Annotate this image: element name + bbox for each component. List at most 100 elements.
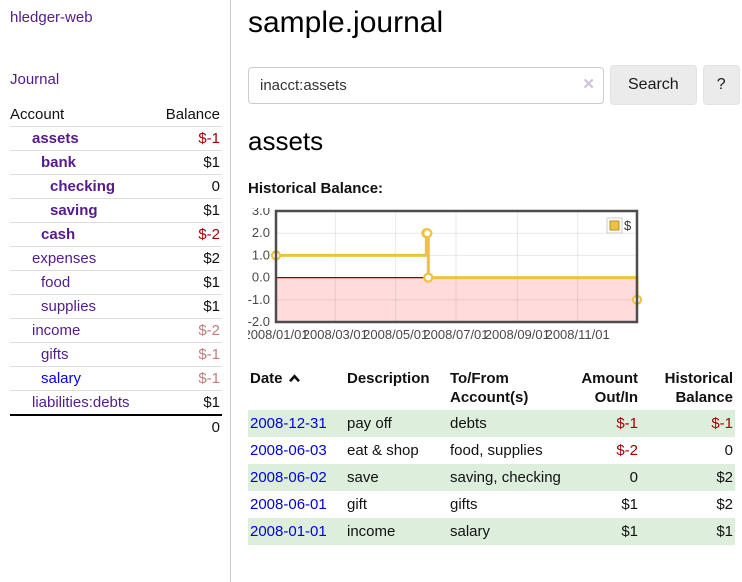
description-column-header: Description: [347, 370, 430, 387]
amount-column-header: Amount Out/In: [581, 370, 638, 406]
account-link-income[interactable]: income: [32, 322, 81, 339]
account-balance: $-1: [154, 366, 222, 391]
accounts-table-header: Account Balance: [10, 103, 222, 127]
search-help-button[interactable]: ?: [702, 65, 740, 105]
account-balance: $-2: [154, 318, 222, 343]
search-input-wrap: ✕: [248, 66, 604, 104]
search-button[interactable]: Search: [610, 65, 697, 105]
account-balance: $2: [154, 246, 222, 271]
account-row: cash $-2: [10, 222, 222, 247]
transaction-balance: $1: [716, 523, 733, 540]
svg-text:3.0: 3.0: [252, 208, 270, 218]
date-header-label: Date: [250, 370, 283, 387]
chart-canvas: 3.0 2.0 1.0 0.0 -1.0 -2.02008/01/012008/03/01…: [243, 203, 643, 342]
svg-text:-2.0: -2.0: [248, 314, 270, 329]
total-spacer: [10, 414, 155, 439]
transaction-balance: $2: [716, 469, 733, 486]
app-title-link[interactable]: hledger-web: [10, 9, 93, 26]
transaction-amount: $1: [621, 496, 638, 513]
account-column-header: To/From Account(s): [450, 370, 529, 406]
accounts-total-row: 0: [10, 414, 222, 439]
register-row: 2008-12-31 pay off debts $-1 $-1: [248, 410, 735, 437]
search-form: ✕ Search ?: [248, 65, 740, 105]
account-column-header: Account: [10, 103, 155, 127]
transaction-description: eat & shop: [347, 442, 419, 459]
account-heading: assets: [248, 126, 324, 156]
search-input[interactable]: [248, 66, 604, 104]
chart-label: Historical Balance:: [248, 180, 384, 197]
transaction-amount: 0: [629, 469, 638, 486]
svg-text:2008/11/01: 2008/11/01: [546, 327, 610, 342]
transaction-date-link[interactable]: 2008-12-31: [250, 415, 327, 432]
journal-link[interactable]: Journal: [10, 71, 60, 88]
account-link-expenses[interactable]: expenses: [32, 250, 97, 267]
transaction-date-link[interactable]: 2008-06-01: [250, 496, 327, 513]
account-link-checking[interactable]: checking: [50, 178, 116, 195]
account-row: checking 0: [10, 174, 222, 199]
account-link-bank[interactable]: bank: [41, 154, 77, 171]
svg-text:1.0: 1.0: [252, 247, 270, 262]
transaction-accounts: salary: [450, 523, 491, 540]
account-balance: $-1: [154, 126, 222, 151]
register-row: 2008-01-01 income salary $1 $1: [248, 518, 735, 545]
svg-text:-1.0: -1.0: [248, 292, 270, 307]
main-content: sample.journal ✕ Search ? assets Histori…: [231, 0, 742, 582]
register-row: 2008-06-03 eat & shop food, supplies $-2 0: [248, 437, 735, 464]
transaction-accounts: saving, checking: [450, 469, 561, 486]
svg-text:2008/05/01: 2008/05/01: [363, 327, 428, 342]
clear-search-icon[interactable]: ✕: [582, 75, 595, 93]
account-link-supplies[interactable]: supplies: [41, 298, 97, 315]
svg-text:0.0: 0.0: [252, 270, 270, 285]
svg-text:2008/09/01: 2008/09/01: [485, 327, 550, 342]
accounts-total-balance: 0: [154, 414, 222, 439]
account-link-cash[interactable]: cash: [41, 226, 76, 243]
svg-text:2.0: 2.0: [252, 225, 270, 240]
accounts-table: Account Balance assets $-1 bank $1 checking 0…: [10, 103, 222, 439]
register-rows: 2008-12-31 pay off debts $-1 $-1 2008-06-03 ea…: [248, 410, 735, 545]
transaction-description: pay off: [347, 415, 392, 432]
transaction-date-link[interactable]: 2008-06-02: [250, 469, 327, 486]
transaction-accounts: food, supplies: [450, 442, 543, 459]
transaction-amount: $-2: [616, 442, 638, 459]
historical-balance-chart: 3.0 2.0 1.0 0.0 -1.0 -2.0 2008/01/01 2008/03/01…: [243, 203, 740, 350]
account-row: income $-2: [10, 318, 222, 343]
transaction-description: income: [347, 523, 396, 540]
transaction-balance: 0: [724, 442, 733, 459]
account-row: assets $-1: [10, 126, 222, 151]
journal-nav: Journal: [10, 71, 222, 89]
svg-text:2008/07/01: 2008/07/01: [423, 327, 488, 342]
account-balance: 0: [154, 174, 222, 199]
account-row: expenses $2: [10, 246, 222, 271]
balance-column-header: Balance: [154, 103, 222, 127]
transaction-date-link[interactable]: 2008-06-03: [250, 442, 327, 459]
page-title: sample.journal: [248, 6, 444, 39]
register-row: 2008-06-02 save saving, checking 0 $2: [248, 464, 735, 491]
transaction-description: gift: [347, 496, 368, 513]
svg-text:2008/01/01: 2008/01/01: [248, 327, 309, 342]
register-table: Date Description To/From Account(s) Amou…: [248, 366, 735, 545]
account-link-assets[interactable]: assets: [32, 130, 79, 147]
transaction-amount: $1: [621, 523, 638, 540]
account-row: liabilities:debts $1: [10, 390, 222, 416]
accounts-rows: assets $-1 bank $1 checking 0 saving $1 cash $-2 e…: [10, 126, 222, 416]
account-link-gifts[interactable]: gifts: [41, 346, 69, 363]
account-link-saving[interactable]: saving: [50, 202, 98, 219]
account-link-food[interactable]: food: [41, 274, 71, 291]
transaction-description: save: [347, 469, 379, 486]
register-row: 2008-06-01 gift gifts $1 $2: [248, 491, 735, 518]
account-row: gifts $-1: [10, 342, 222, 367]
account-balance: $-2: [154, 222, 222, 247]
sidebar: hledger-web Journal Account Balance asse…: [0, 0, 231, 582]
app-title: hledger-web: [10, 9, 222, 27]
register-header-row: Date Description To/From Account(s) Amou…: [248, 366, 735, 410]
svg-text:$: $: [624, 218, 632, 233]
transaction-date-link[interactable]: 2008-01-01: [250, 523, 327, 540]
account-balance: $1: [154, 270, 222, 295]
transaction-amount: $-1: [616, 415, 638, 432]
gold-square-icon: [609, 220, 620, 231]
account-link-liabilities-debts[interactable]: liabilities:debts: [32, 394, 130, 411]
account-row: supplies $1: [10, 294, 222, 319]
account-row: salary $-1: [10, 366, 222, 391]
account-balance: $1: [154, 294, 222, 319]
account-link-salary[interactable]: salary: [41, 370, 82, 387]
